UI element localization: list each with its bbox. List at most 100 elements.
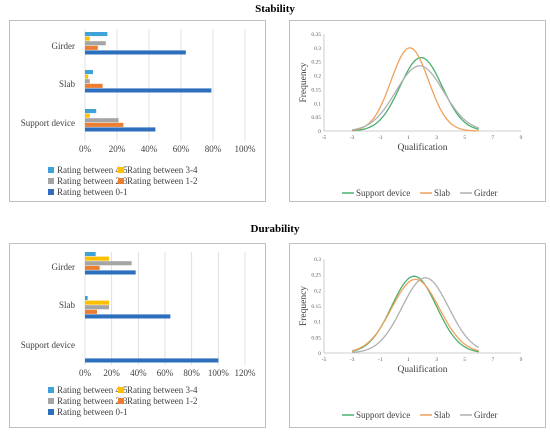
legend-swatch (48, 167, 54, 173)
y-tick-label: 0.25 (311, 273, 321, 279)
bar (85, 36, 90, 41)
bar (85, 127, 156, 132)
distribution-curve (352, 277, 480, 354)
stability-bar-svg: 0% 20% 40% 60% 80% 100% Girder Slab Support devi… (21, 29, 257, 197)
bar (85, 314, 171, 319)
bar (85, 50, 186, 55)
durability-line-svg: 0 0.05 0.1 0.15 0.2 0.25 0.3 -5 -3 -1 1 3 5 7 9 Frequen… (299, 257, 523, 420)
x-tick-label: -1 (378, 357, 383, 363)
x-tick-label: -3 (350, 357, 355, 363)
y-tick-label: 0.3 (314, 46, 321, 52)
legend-label: Rating between 0-1 (57, 187, 127, 197)
category-label: Girder (52, 262, 76, 272)
legend-label: Rating between 3-4 (127, 385, 198, 395)
legend-label: Rating between 0-1 (57, 407, 127, 417)
legend-swatch (48, 398, 54, 404)
y-tick-label: 0.1 (314, 320, 321, 326)
y-tick-label: 0.35 (311, 32, 321, 38)
y-tick-label: 0.05 (311, 115, 321, 121)
bar (85, 122, 124, 127)
category-label: Girder (52, 41, 76, 51)
x-tick-label: 20% (103, 368, 120, 378)
bar (85, 296, 88, 301)
y-tick-label: 0.1 (314, 101, 321, 107)
x-tick-label: 1 (407, 135, 410, 141)
x-tick-label: 7 (491, 135, 494, 141)
x-tick-label: 60% (157, 368, 174, 378)
bar (85, 74, 89, 79)
legend-label: Rating between 2-3 (57, 176, 128, 186)
x-tick-label: 9 (520, 357, 523, 363)
distribution-curve (351, 278, 479, 352)
bar (85, 305, 109, 310)
distribution-curve (351, 65, 479, 131)
legend-label: Rating between 1-2 (127, 396, 197, 406)
y-tick-label: 0.15 (311, 304, 321, 310)
bar (85, 300, 109, 305)
x-tick-label: 9 (520, 135, 523, 141)
bar (85, 358, 219, 363)
y-tick-label: 0 (318, 129, 321, 135)
y-tick-label: 0.15 (311, 87, 321, 93)
x-tick-label: 1 (407, 357, 410, 363)
category-label: Support device (21, 118, 75, 128)
x-tick-label: 3 (435, 357, 438, 363)
x-tick-label: 100% (208, 368, 230, 378)
x-tick-label: -5 (322, 357, 327, 363)
stability-line-svg: 0 0.05 0.1 0.15 0.2 0.25 0.3 0.35 -5 -3 -1 1 3 5 7 9 Fre… (299, 32, 523, 198)
x-tick-label: 7 (491, 357, 494, 363)
bar (85, 79, 90, 84)
bar (85, 265, 100, 270)
y-tick-label: 0.25 (311, 60, 321, 66)
bar (85, 270, 136, 275)
legend-label: Slab (434, 410, 451, 420)
legend-label: Girder (474, 188, 498, 198)
legend-label: Rating between 3-4 (127, 165, 198, 175)
section-title-stability: Stability (255, 3, 295, 15)
bar (85, 256, 109, 261)
x-tick-label: 0% (79, 368, 92, 378)
legend-label: Rating between 4-5 (57, 385, 128, 395)
stability-distribution-chart: 0 0.05 0.1 0.15 0.2 0.25 0.3 0.35 -5 -3 -1 1 3 5 7 9 Fre… (289, 20, 546, 202)
legend-swatch (48, 178, 54, 184)
x-tick-label: 40% (141, 144, 158, 154)
bar (85, 309, 97, 314)
x-tick-label: -3 (350, 135, 355, 141)
x-axis-title: Qualification (397, 142, 447, 153)
x-tick-label: 5 (463, 357, 466, 363)
y-axis-title: Frequency (299, 286, 309, 326)
bar (85, 118, 119, 123)
x-tick-label: 5 (463, 135, 466, 141)
x-axis-title: Qualification (397, 364, 447, 375)
y-tick-label: 0.3 (314, 257, 321, 263)
distribution-curve (351, 47, 479, 132)
y-tick-label: 0.2 (314, 74, 321, 80)
durability-bar-chart: 0% 20% 40% 60% 80% 100% 120% Girder Slab Support … (9, 243, 266, 428)
bar (85, 32, 108, 37)
bar (85, 109, 97, 114)
y-tick-label: 0 (318, 351, 321, 357)
x-tick-label: 80% (183, 368, 200, 378)
x-tick-label: 100% (235, 144, 257, 154)
legend-label: Support device (356, 188, 410, 198)
x-tick-label: 3 (435, 135, 438, 141)
legend-swatch (118, 178, 124, 184)
x-tick-label: 0% (79, 144, 92, 154)
bar (85, 45, 98, 50)
legend-label: Rating between 1-2 (127, 176, 197, 186)
bar (85, 261, 132, 266)
legend-swatch (48, 409, 54, 415)
distribution-curve (352, 56, 479, 132)
x-tick-label: 80% (205, 144, 222, 154)
y-tick-label: 0.05 (311, 335, 321, 341)
legend-swatch (48, 387, 54, 393)
y-axis-title: Frequency (299, 62, 309, 102)
x-tick-label: -1 (378, 135, 383, 141)
bar (85, 41, 106, 46)
x-tick-label: 60% (173, 144, 190, 154)
legend-label: Rating between 4-5 (57, 165, 128, 175)
x-tick-label: 120% (235, 368, 257, 378)
legend-label: Girder (474, 410, 498, 420)
stability-bar-chart: 0% 20% 40% 60% 80% 100% Girder Slab Support devi… (9, 20, 266, 202)
durability-bar-svg: 0% 20% 40% 60% 80% 100% 120% Girder Slab Support … (21, 252, 257, 417)
